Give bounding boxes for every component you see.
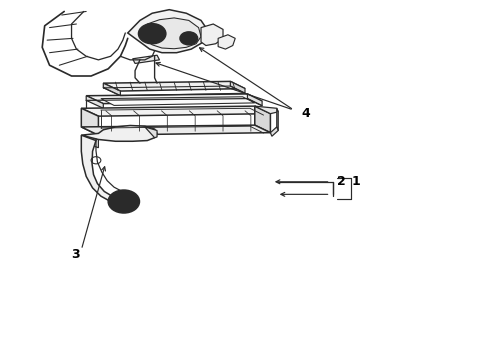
Circle shape <box>180 32 197 45</box>
Polygon shape <box>86 135 98 148</box>
Polygon shape <box>86 96 103 108</box>
Polygon shape <box>128 10 208 53</box>
Polygon shape <box>103 81 245 91</box>
Polygon shape <box>140 18 201 49</box>
Polygon shape <box>133 55 159 63</box>
Text: 3: 3 <box>72 248 80 261</box>
Polygon shape <box>81 106 270 116</box>
Text: 4: 4 <box>301 107 310 120</box>
Text: 2: 2 <box>337 175 345 188</box>
Text: 1: 1 <box>351 175 360 188</box>
Circle shape <box>145 28 160 40</box>
Polygon shape <box>81 125 270 135</box>
Circle shape <box>184 35 194 42</box>
Polygon shape <box>230 81 245 93</box>
Polygon shape <box>81 108 98 135</box>
Polygon shape <box>247 94 262 106</box>
Polygon shape <box>86 94 262 104</box>
Polygon shape <box>101 97 255 105</box>
Polygon shape <box>277 108 278 131</box>
Polygon shape <box>255 106 270 133</box>
Polygon shape <box>145 127 157 138</box>
Polygon shape <box>81 135 130 203</box>
Polygon shape <box>270 127 278 136</box>
Circle shape <box>139 24 166 44</box>
Circle shape <box>108 190 140 213</box>
Circle shape <box>114 194 134 209</box>
Polygon shape <box>218 35 235 49</box>
Polygon shape <box>201 24 223 45</box>
Polygon shape <box>81 126 157 141</box>
Polygon shape <box>103 83 121 96</box>
Polygon shape <box>255 106 278 114</box>
